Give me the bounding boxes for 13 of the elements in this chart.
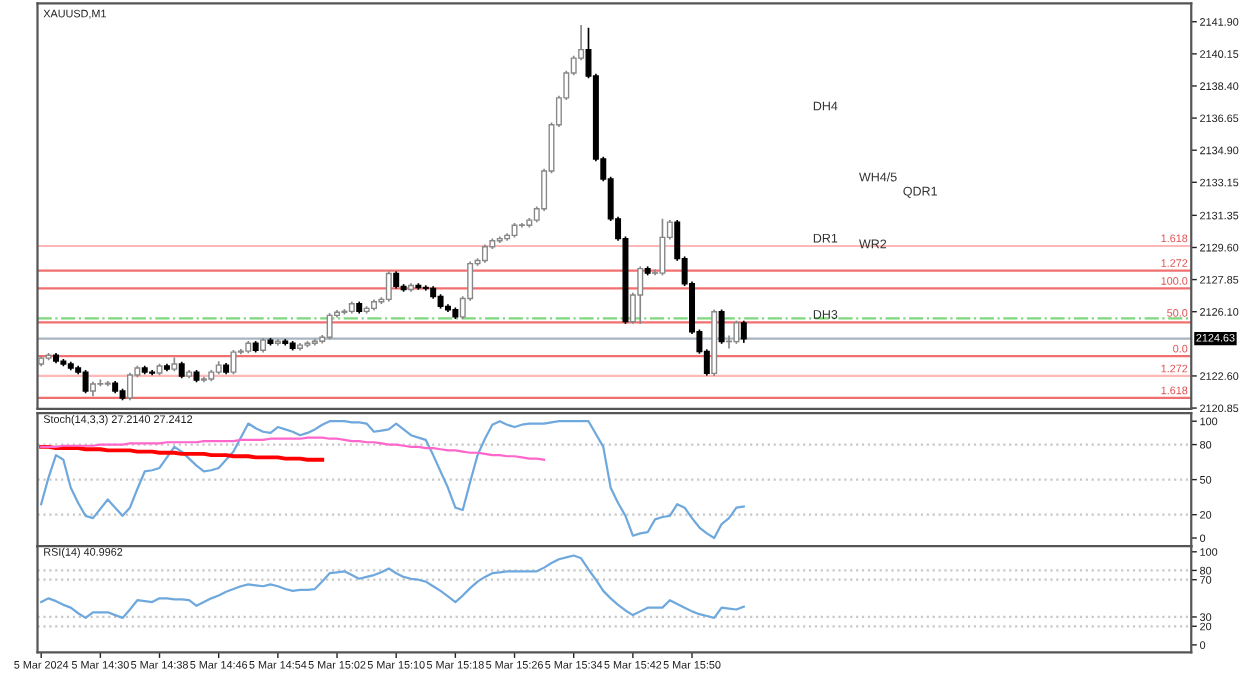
candlestick xyxy=(82,369,89,395)
candlestick xyxy=(718,308,725,345)
candlestick xyxy=(481,243,488,264)
candlestick xyxy=(326,312,333,341)
candlestick xyxy=(385,270,392,303)
line-series xyxy=(39,444,325,462)
line-series xyxy=(40,436,546,461)
line-series xyxy=(40,554,745,619)
candlestick xyxy=(740,319,747,344)
candlestick xyxy=(659,218,666,277)
candlestick xyxy=(733,319,740,345)
candlestick xyxy=(637,265,644,325)
candlestick xyxy=(126,371,133,402)
